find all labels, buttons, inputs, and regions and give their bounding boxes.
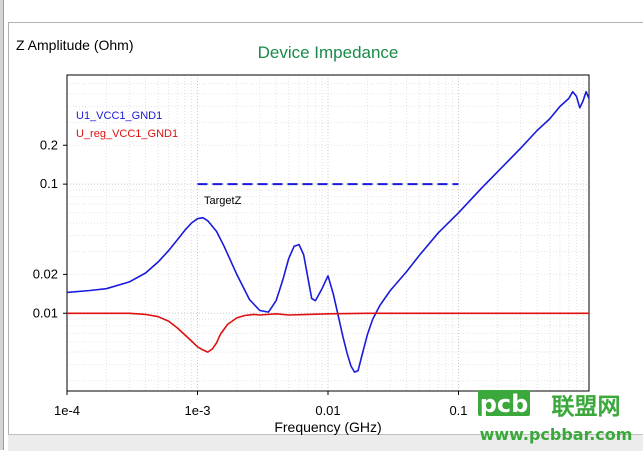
legend-entry-u1-vcc1-gnd1: U1_VCC1_GND1	[76, 110, 162, 122]
targetz-annotation: TargetZ	[204, 195, 242, 207]
x-tick-label: 0.01	[315, 403, 340, 418]
chart-title: Device Impedance	[258, 43, 399, 62]
svg-text:pcb: pcb	[480, 390, 529, 418]
x-tick-label: 0.1	[449, 403, 467, 418]
y-tick-label: 0.02	[33, 266, 58, 281]
x-tick-label: 1e-4	[54, 403, 80, 418]
y-tick-label: 0.01	[33, 305, 58, 320]
series-layer	[67, 90, 589, 373]
series-line-u1-vcc1-gnd1	[67, 90, 589, 373]
svg-text:联盟网: 联盟网	[552, 394, 621, 420]
x-axis-label: Frequency (GHz)	[274, 419, 381, 435]
window-left-edge	[3, 0, 4, 450]
grid-layer	[67, 75, 589, 391]
legend-entry-u-reg-vcc1-gnd1: U_reg_VCC1_GND1	[76, 128, 178, 140]
y-axis-label: Z Amplitude (Ohm)	[16, 37, 133, 53]
bottom-strip	[8, 434, 643, 451]
series-line-u-reg-vcc1-gnd1	[67, 312, 589, 353]
y-tick-label: 0.1	[40, 176, 58, 191]
window-left-border	[0, 0, 3, 450]
y-tick-label: 0.2	[40, 137, 58, 152]
tick-layer: 1e-4 1e-3 0.01 0.1 0.2 0.1 0.02 0.01	[33, 137, 468, 418]
svg-text:www.pcbbar.com: www.pcbbar.com	[480, 425, 633, 444]
x-tick-label: 1e-3	[184, 403, 210, 418]
watermark-logo: pcb 联盟网 www.pcbbar.com	[478, 390, 632, 444]
